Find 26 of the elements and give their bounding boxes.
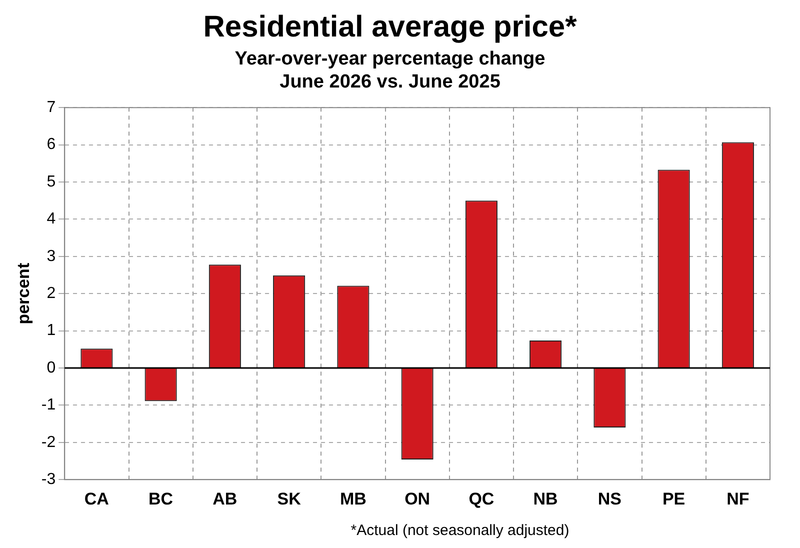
x-tick-label: ON bbox=[404, 489, 430, 508]
x-tick-label: SK bbox=[277, 489, 302, 508]
chart-title: Residential average price* bbox=[203, 10, 578, 44]
x-tick-label: MB bbox=[340, 489, 366, 508]
x-tick-label: CA bbox=[84, 489, 109, 508]
y-tick-label: 5 bbox=[46, 173, 56, 190]
x-tick-label: BC bbox=[148, 489, 174, 508]
x-tick-label: AB bbox=[212, 489, 238, 508]
x-tick-label: NS bbox=[598, 489, 622, 508]
y-tick-label: -2 bbox=[41, 434, 56, 451]
y-tick-label: 7 bbox=[46, 99, 56, 116]
y-tick-label: -3 bbox=[41, 471, 56, 488]
x-tick-label: PE bbox=[662, 489, 686, 508]
y-axis-title: percent bbox=[14, 262, 33, 324]
x-tick-label: QC bbox=[468, 489, 494, 508]
y-tick-label: 4 bbox=[46, 210, 56, 228]
text: *Actual (not seasonally adjusted) bbox=[350, 522, 570, 539]
y-tick-label: 1 bbox=[46, 322, 56, 340]
x-tick-label: NB bbox=[533, 489, 558, 508]
y-tick-label: 3 bbox=[46, 248, 56, 265]
y-tick-label: -1 bbox=[41, 396, 56, 414]
chart-subtitle: Year-over-year percentage change June 2026 vs. June 2025 bbox=[234, 48, 546, 92]
y-tick-label: 0 bbox=[46, 359, 56, 376]
y-tick-label: 6 bbox=[46, 136, 56, 154]
y-tick-label: 2 bbox=[46, 285, 56, 302]
x-tick-label: NF bbox=[726, 489, 750, 508]
